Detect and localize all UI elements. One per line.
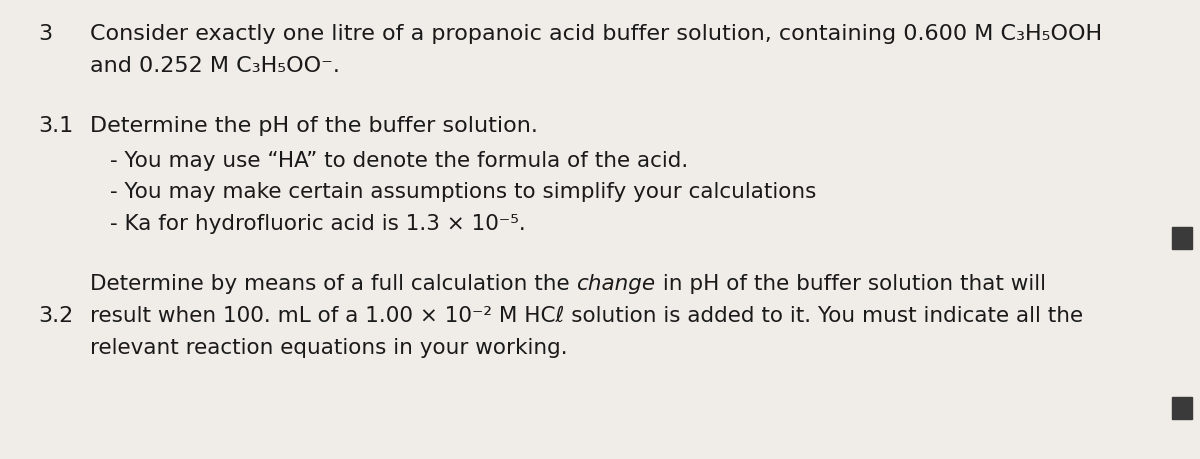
Text: and 0.252 M C₃H₅OO⁻.: and 0.252 M C₃H₅OO⁻. bbox=[90, 56, 340, 76]
Text: change: change bbox=[576, 274, 655, 293]
Bar bbox=[1172, 228, 1192, 249]
Text: Consider exactly one litre of a propanoic acid buffer solution, containing 0.600: Consider exactly one litre of a propanoi… bbox=[90, 24, 1102, 44]
Bar bbox=[1172, 397, 1192, 419]
Text: Determine by means of a full calculation the: Determine by means of a full calculation… bbox=[90, 274, 576, 293]
Text: 3.1: 3.1 bbox=[38, 116, 73, 136]
Text: - Ka for hydrofluoric acid is 1.3 × 10⁻⁵.: - Ka for hydrofluoric acid is 1.3 × 10⁻⁵… bbox=[110, 213, 526, 234]
Text: - You may make certain assumptions to simplify your calculations: - You may make certain assumptions to si… bbox=[110, 182, 816, 202]
Text: in pH of the buffer solution that will: in pH of the buffer solution that will bbox=[655, 274, 1045, 293]
Text: 3: 3 bbox=[38, 24, 52, 44]
Text: - You may use “HA” to denote the formula of the acid.: - You may use “HA” to denote the formula… bbox=[110, 151, 689, 171]
Text: 3.2: 3.2 bbox=[38, 305, 73, 325]
Text: Determine the pH of the buffer solution.: Determine the pH of the buffer solution. bbox=[90, 116, 538, 136]
Text: relevant reaction equations in your working.: relevant reaction equations in your work… bbox=[90, 337, 568, 357]
Text: result when 100. mL of a 1.00 × 10⁻² M HCℓ solution is added to it. You must ind: result when 100. mL of a 1.00 × 10⁻² M H… bbox=[90, 305, 1084, 325]
